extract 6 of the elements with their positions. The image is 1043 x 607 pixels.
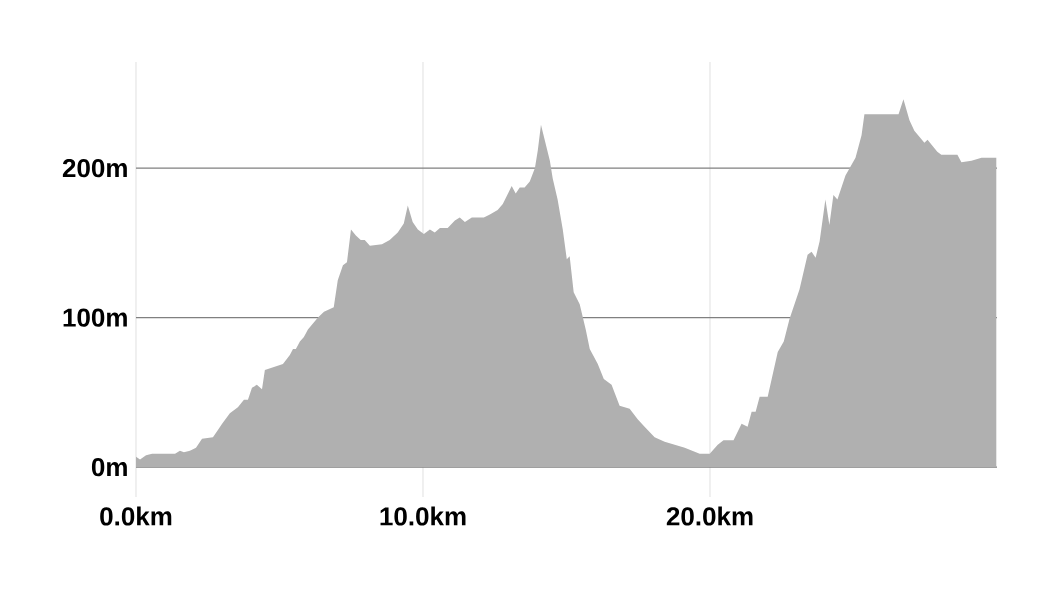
y-tick-label: 100m [63,308,127,327]
x-tick-label: 20.0km [666,506,753,526]
y-tick-label: 0m [91,457,127,477]
y-tick-label: 200m [62,158,127,178]
x-tick-label: 0.0km [100,506,172,526]
x-tick-label: 10.0km [380,506,466,526]
